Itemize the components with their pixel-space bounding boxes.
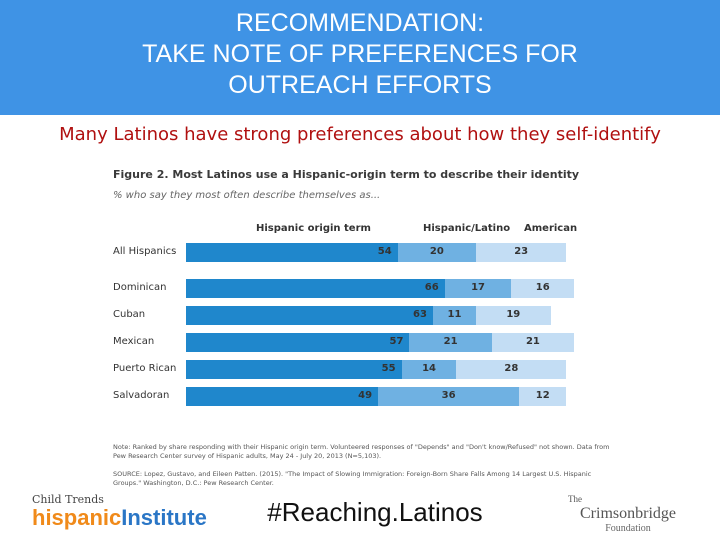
logo-institute-word: Institute bbox=[121, 505, 207, 530]
data-label-puerto-rican-hispanic-latino: 14 bbox=[422, 363, 436, 374]
legend-hispanic-latino: Hispanic/Latino bbox=[423, 223, 511, 234]
logo-hispanic-word: hispanic bbox=[32, 505, 122, 530]
bar-mexican-american bbox=[491, 333, 575, 352]
data-label-mexican-american: 21 bbox=[525, 336, 540, 347]
chart-note-line-2: Pew Research Center survey of Hispanic a… bbox=[113, 452, 382, 460]
bar-all-hispanics-american bbox=[476, 243, 567, 262]
slide-subtitle: Many Latinos have strong preferences abo… bbox=[59, 124, 661, 145]
crimsonbridge-logo: The Crimsonbridge Foundation bbox=[568, 494, 688, 534]
chart-source-line-1: SOURCE: Lopez, Gustavo, and Eileen Patte… bbox=[113, 470, 592, 478]
bar-dominican-american bbox=[511, 279, 575, 298]
data-label-dominican-american: 16 bbox=[535, 282, 550, 293]
data-label-all-hispanics-american: 23 bbox=[514, 246, 529, 257]
bar-dominican-hispanic-latino bbox=[444, 279, 512, 298]
data-label-all-hispanics-hispanic-origin-term: 54 bbox=[377, 246, 392, 257]
data-label-salvadoran-american: 12 bbox=[535, 390, 550, 401]
bar-salvadoran-american bbox=[519, 387, 567, 406]
chart-note-line-1: Note: Ranked by share responding with th… bbox=[113, 443, 610, 451]
data-label-salvadoran-hispanic-origin-term: 49 bbox=[358, 390, 373, 401]
chart-subtitle: % who say they most often describe thems… bbox=[113, 190, 381, 201]
data-label-dominican-hispanic-origin-term: 66 bbox=[424, 282, 439, 293]
data-label-cuban-hispanic-latino: 11 bbox=[447, 309, 462, 320]
chart-source-line-2: Groups." Washington, D.C.: Pew Research … bbox=[113, 479, 274, 487]
data-label-dominican-hispanic-latino: 17 bbox=[471, 282, 485, 293]
category-label-mexican: Mexican bbox=[113, 336, 155, 347]
logo-the-text: The bbox=[568, 494, 582, 504]
bar-salvadoran-hispanic-latino bbox=[378, 387, 520, 406]
bar-all-hispanics-hispanic-origin-term bbox=[186, 243, 398, 262]
logo-hispanic-institute-text: hispanicInstitute bbox=[32, 505, 207, 530]
bar-puerto-rican-american bbox=[456, 360, 567, 379]
title-banner: RECOMMENDATION: TAKE NOTE OF PREFERENCES… bbox=[0, 0, 720, 115]
chart-title: Figure 2. Most Latinos use a Hispanic-or… bbox=[113, 168, 580, 181]
bar-salvadoran-hispanic-origin-term bbox=[186, 387, 379, 406]
title-line-1: RECOMMENDATION: bbox=[235, 9, 485, 37]
data-label-all-hispanics-hispanic-latino: 20 bbox=[429, 246, 444, 257]
title-line-2: TAKE NOTE OF PREFERENCES FOR bbox=[142, 40, 578, 68]
category-label-all-hispanics: All Hispanics bbox=[113, 246, 177, 257]
logo-child-trends-text: Child Trends bbox=[32, 493, 104, 506]
child-trends-logo: Child Trends hispanicInstitute bbox=[32, 493, 207, 530]
bar-mexican-hispanic-origin-term bbox=[186, 333, 410, 352]
bar-all-hispanics-hispanic-latino bbox=[397, 243, 477, 262]
data-label-puerto-rican-american: 28 bbox=[504, 363, 519, 374]
data-label-salvadoran-hispanic-latino: 36 bbox=[441, 390, 456, 401]
hashtag: #Reaching.Latinos bbox=[267, 497, 483, 527]
data-label-cuban-american: 19 bbox=[506, 309, 521, 320]
data-label-mexican-hispanic-latino: 21 bbox=[443, 336, 458, 347]
bar-mexican-hispanic-latino bbox=[409, 333, 492, 352]
bar-cuban-american bbox=[476, 306, 551, 325]
category-label-dominican: Dominican bbox=[113, 282, 167, 293]
logo-crimsonbridge-text: Crimsonbridge bbox=[580, 505, 676, 522]
category-label-salvadoran: Salvadoran bbox=[113, 390, 170, 401]
data-label-mexican-hispanic-origin-term: 57 bbox=[389, 336, 404, 347]
title-line-3: OUTREACH EFFORTS bbox=[228, 71, 492, 99]
bar-puerto-rican-hispanic-origin-term bbox=[186, 360, 402, 379]
data-label-cuban-hispanic-origin-term: 63 bbox=[413, 309, 427, 320]
category-label-cuban: Cuban bbox=[113, 309, 146, 320]
bar-cuban-hispanic-origin-term bbox=[186, 306, 433, 325]
bar-dominican-hispanic-origin-term bbox=[186, 279, 445, 298]
bar-cuban-hispanic-latino bbox=[432, 306, 477, 325]
bar-puerto-rican-hispanic-latino bbox=[401, 360, 457, 379]
legend-american: American bbox=[524, 223, 578, 234]
legend-hispanic-origin-term: Hispanic origin term bbox=[256, 223, 371, 234]
logo-foundation-text: Foundation bbox=[605, 523, 651, 534]
data-label-puerto-rican-hispanic-origin-term: 55 bbox=[381, 363, 396, 374]
category-label-puerto-rican: Puerto Rican bbox=[113, 363, 177, 374]
